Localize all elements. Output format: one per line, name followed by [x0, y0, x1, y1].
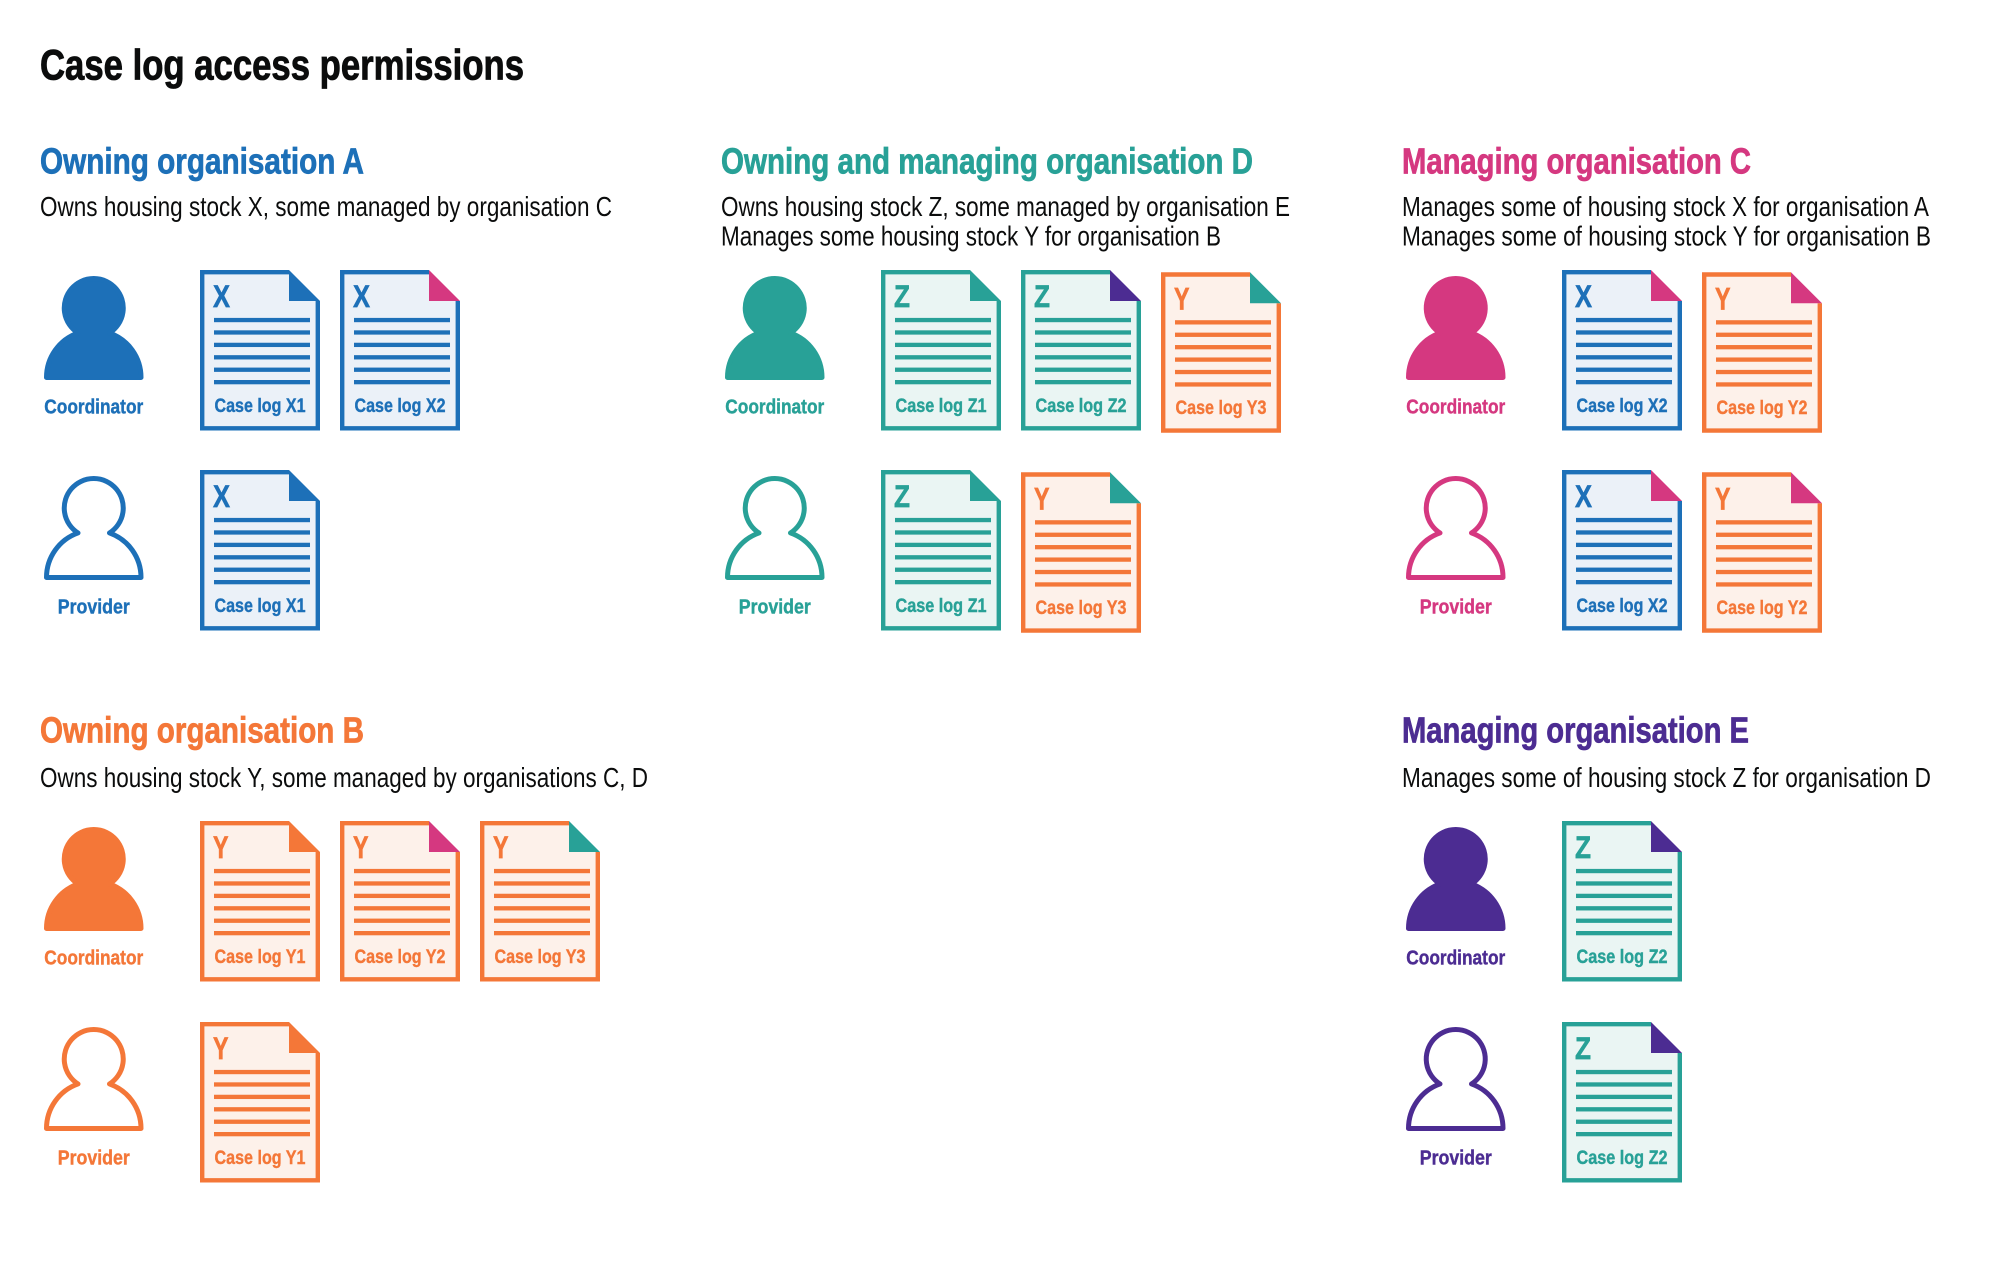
svg-text:Owning organisation A: Owning organisation A [40, 140, 364, 181]
svg-text:Case log X2: Case log X2 [355, 395, 446, 417]
svg-text:Y: Y [1174, 281, 1190, 317]
svg-text:X: X [213, 478, 230, 514]
svg-text:Case log X2: Case log X2 [1577, 595, 1668, 617]
svg-text:Provider: Provider [58, 1146, 130, 1169]
svg-text:Case log Y2: Case log Y2 [1717, 397, 1808, 419]
svg-text:Case log Z2: Case log Z2 [1577, 1147, 1668, 1169]
svg-text:X: X [1575, 278, 1592, 314]
svg-text:Case log Y3: Case log Y3 [1176, 397, 1267, 419]
svg-text:Y: Y [353, 829, 369, 865]
svg-text:Z: Z [1575, 1030, 1591, 1066]
svg-text:Coordinator: Coordinator [725, 395, 824, 418]
svg-text:Coordinator: Coordinator [44, 946, 143, 969]
svg-text:Case log X1: Case log X1 [215, 595, 306, 617]
svg-text:Provider: Provider [739, 595, 811, 618]
svg-text:Case log Y2: Case log Y2 [355, 946, 446, 968]
svg-text:Case log Y2: Case log Y2 [1717, 597, 1808, 619]
svg-text:Case log Z2: Case log Z2 [1577, 946, 1668, 968]
svg-text:Manages some of housing stock: Manages some of housing stock X for orga… [1402, 191, 1929, 222]
svg-text:Case log Y1: Case log Y1 [215, 946, 306, 968]
svg-text:Y: Y [1034, 481, 1050, 517]
svg-text:Z: Z [1575, 829, 1591, 865]
svg-text:X: X [353, 278, 370, 314]
svg-text:X: X [1575, 478, 1592, 514]
svg-text:Provider: Provider [1420, 1146, 1492, 1169]
svg-text:Y: Y [1715, 481, 1731, 517]
svg-text:Case log X2: Case log X2 [1577, 395, 1668, 417]
svg-text:Provider: Provider [58, 595, 130, 618]
svg-text:Coordinator: Coordinator [1406, 395, 1505, 418]
svg-text:Manages some of housing stock: Manages some of housing stock Y for orga… [1402, 220, 1931, 251]
svg-text:Z: Z [894, 278, 910, 314]
svg-text:Y: Y [493, 829, 509, 865]
svg-text:Z: Z [1034, 278, 1050, 314]
svg-text:Owns housing stock Z, some man: Owns housing stock Z, some managed by or… [721, 191, 1290, 222]
svg-text:Y: Y [1715, 281, 1731, 317]
svg-text:Y: Y [213, 1030, 229, 1066]
svg-text:Case log access permissions: Case log access permissions [40, 42, 524, 89]
svg-text:Owning organisation B: Owning organisation B [40, 709, 364, 750]
svg-text:Case log X1: Case log X1 [215, 395, 306, 417]
svg-text:Owns housing stock X, some man: Owns housing stock X, some managed by or… [40, 191, 612, 222]
svg-text:X: X [213, 278, 230, 314]
svg-text:Manages some of housing stock: Manages some of housing stock Z for orga… [1402, 762, 1931, 793]
svg-text:Coordinator: Coordinator [1406, 946, 1505, 969]
svg-text:Managing organisation C: Managing organisation C [1402, 140, 1751, 181]
svg-text:Case log Z1: Case log Z1 [896, 595, 987, 617]
svg-text:Provider: Provider [1420, 595, 1492, 618]
svg-text:Y: Y [213, 829, 229, 865]
svg-text:Case log Z2: Case log Z2 [1036, 395, 1127, 417]
svg-text:Case log Z1: Case log Z1 [896, 395, 987, 417]
svg-text:Case log Y1: Case log Y1 [215, 1147, 306, 1169]
svg-text:Owns housing stock Y, some man: Owns housing stock Y, some managed by or… [40, 762, 648, 793]
svg-text:Owning and managing organisati: Owning and managing organisation D [721, 140, 1253, 181]
svg-text:Coordinator: Coordinator [44, 395, 143, 418]
svg-text:Z: Z [894, 478, 910, 514]
svg-text:Case log Y3: Case log Y3 [1036, 597, 1127, 619]
svg-text:Case log Y3: Case log Y3 [495, 946, 586, 968]
svg-text:Managing organisation E: Managing organisation E [1402, 709, 1749, 750]
svg-text:Manages some housing stock Y f: Manages some housing stock Y for organis… [721, 220, 1221, 251]
